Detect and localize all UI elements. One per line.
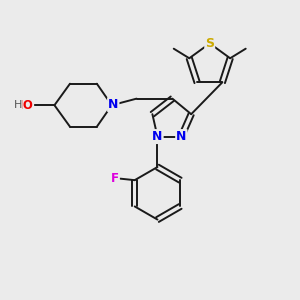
Text: HO: HO	[14, 99, 34, 112]
Text: S: S	[205, 37, 214, 50]
Text: F: F	[111, 172, 119, 185]
Text: N: N	[108, 98, 119, 111]
Text: N: N	[152, 130, 163, 143]
Text: H: H	[14, 100, 22, 110]
Text: N: N	[176, 130, 187, 143]
